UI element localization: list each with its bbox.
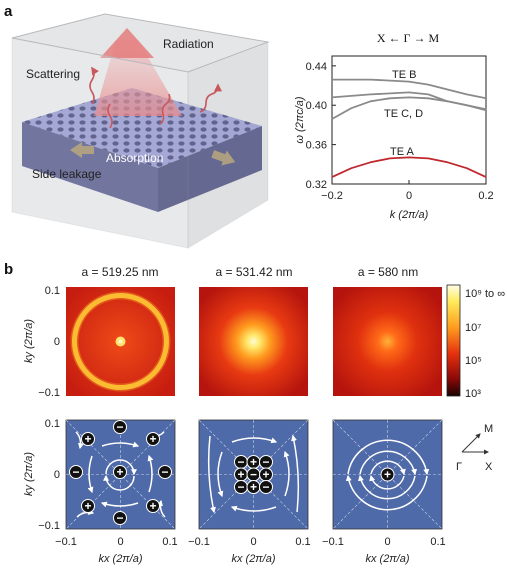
panel-a-label: a: [4, 3, 13, 20]
svg-text:+: +: [84, 432, 91, 446]
left-charge: +: [146, 499, 160, 513]
x-tick-3-zero: 0: [384, 536, 390, 548]
ky-axis-label-bottom: ky (2π/a): [23, 452, 35, 496]
left-charge: +: [146, 432, 160, 446]
y-tick-bottom-0.1: 0.1: [45, 418, 60, 430]
band-label-te-b: TE B: [392, 69, 416, 81]
panel-b-label: b: [4, 261, 13, 278]
y-tick-bottom-neg0.1: −0.1: [38, 520, 60, 532]
colorbar-label-1e5: 10⁵: [465, 355, 482, 367]
colorbar-label-1e9: 10⁹ to ∞: [465, 288, 505, 300]
svg-text:+: +: [262, 468, 269, 482]
kx-axis-label-2: kx (2π/a): [231, 553, 275, 565]
middle-charge: −: [259, 480, 273, 494]
x-tick-3-pos: 0.1: [430, 536, 445, 548]
x-tick-2-zero: 0: [250, 536, 256, 548]
column-title-3: a = 580 nm: [358, 265, 418, 279]
x-tick-3-neg: −0.1: [322, 536, 344, 548]
left-charge: +: [81, 432, 95, 446]
middle-charge: +: [246, 480, 261, 494]
column-title-2: a = 531.42 nm: [215, 265, 292, 279]
y-tick-bottom-0: 0: [54, 469, 60, 481]
svg-text:+: +: [250, 455, 257, 469]
kx-axis-label-3: kx (2π/a): [365, 553, 409, 565]
scattering-label: Scattering: [26, 67, 80, 81]
inset-m: M: [484, 423, 493, 435]
y-tick-top-0: 0: [54, 336, 60, 348]
svg-text:+: +: [384, 468, 391, 482]
x-tick-1-zero: 0: [117, 536, 123, 548]
left-charge: −: [69, 465, 83, 479]
svg-text:−: −: [262, 480, 269, 494]
svg-text:−: −: [116, 420, 123, 434]
y-tick-top-0.1: 0.1: [45, 285, 60, 297]
band-ytick-label: 0.36: [306, 140, 327, 152]
band-chart-title: X ← Γ → M: [377, 31, 440, 45]
x-tick-1-neg: −0.1: [55, 536, 77, 548]
field-panel-580: [332, 419, 443, 530]
svg-text:+: +: [116, 465, 123, 479]
svg-text:−: −: [237, 480, 244, 494]
band-xlabel: k (2π/a): [390, 209, 429, 221]
x-tick-1-pos: 0.1: [162, 536, 177, 548]
svg-text:−: −: [237, 455, 244, 469]
left-charge: +: [113, 465, 127, 479]
photonic-crystal-schematic: [11, 13, 270, 249]
colorbar: [446, 284, 461, 397]
band-ytick-label: 0.32: [306, 179, 327, 191]
band-ytick-label: 0.40: [306, 100, 327, 112]
direction-inset: [461, 433, 489, 455]
svg-text:+: +: [149, 432, 156, 446]
left-charge: +: [81, 499, 95, 513]
band-ylabel: ω (2πc/a): [294, 96, 306, 143]
heatmap-519: [66, 287, 175, 396]
band-ytick-label: 0.44: [306, 61, 327, 73]
inset-gamma: Γ: [456, 461, 462, 473]
svg-text:−: −: [161, 465, 168, 479]
band-label-te-cd: TE C, D: [384, 108, 423, 120]
band-series-3: [331, 96, 487, 120]
inset-x: X: [485, 461, 493, 473]
svg-text:−: −: [250, 468, 257, 482]
svg-text:+: +: [250, 480, 257, 494]
radiation-label: Radiation: [163, 37, 214, 51]
band-xtick-label: 0: [406, 190, 412, 202]
colorbar-label-1e7: 10⁷: [465, 322, 481, 334]
svg-text:+: +: [237, 468, 244, 482]
band-label-te-a: TE A: [390, 146, 415, 158]
y-tick-top-neg0.1: −0.1: [38, 387, 60, 399]
middle-charge: −: [234, 480, 248, 494]
svg-text:−: −: [262, 455, 269, 469]
heatmap-531: [199, 287, 308, 396]
band-xtick-label: −0.2: [321, 190, 343, 202]
svg-text:+: +: [84, 499, 91, 513]
ky-axis-label-top: ky (2π/a): [23, 319, 35, 363]
band-series-4: [331, 156, 487, 178]
left-charge: −: [113, 511, 127, 525]
heatmap-580: [333, 287, 442, 396]
absorption-label: Absorption: [106, 151, 163, 165]
right-charge: +: [380, 467, 395, 482]
side-leakage-label: Side leakage: [32, 167, 102, 181]
svg-text:−: −: [72, 465, 79, 479]
band-series-1: [332, 78, 487, 100]
x-tick-2-neg: −0.1: [188, 536, 210, 548]
band-xtick-label: 0.2: [478, 190, 493, 202]
column-title-1: a = 519.25 nm: [81, 265, 158, 279]
kx-axis-label-1: kx (2π/a): [98, 553, 142, 565]
x-tick-2-pos: 0.1: [295, 536, 310, 548]
colorbar-label-1e3: 10³: [465, 388, 481, 400]
left-charge: −: [158, 465, 172, 479]
left-charge: −: [113, 420, 127, 434]
band-diagram: X ← Γ → M 0.440.400.360.32−0.2 0 0.2 TE B …: [294, 31, 494, 221]
svg-text:−: −: [116, 511, 123, 525]
svg-text:+: +: [149, 499, 156, 513]
middle-charge: +: [259, 467, 273, 482]
